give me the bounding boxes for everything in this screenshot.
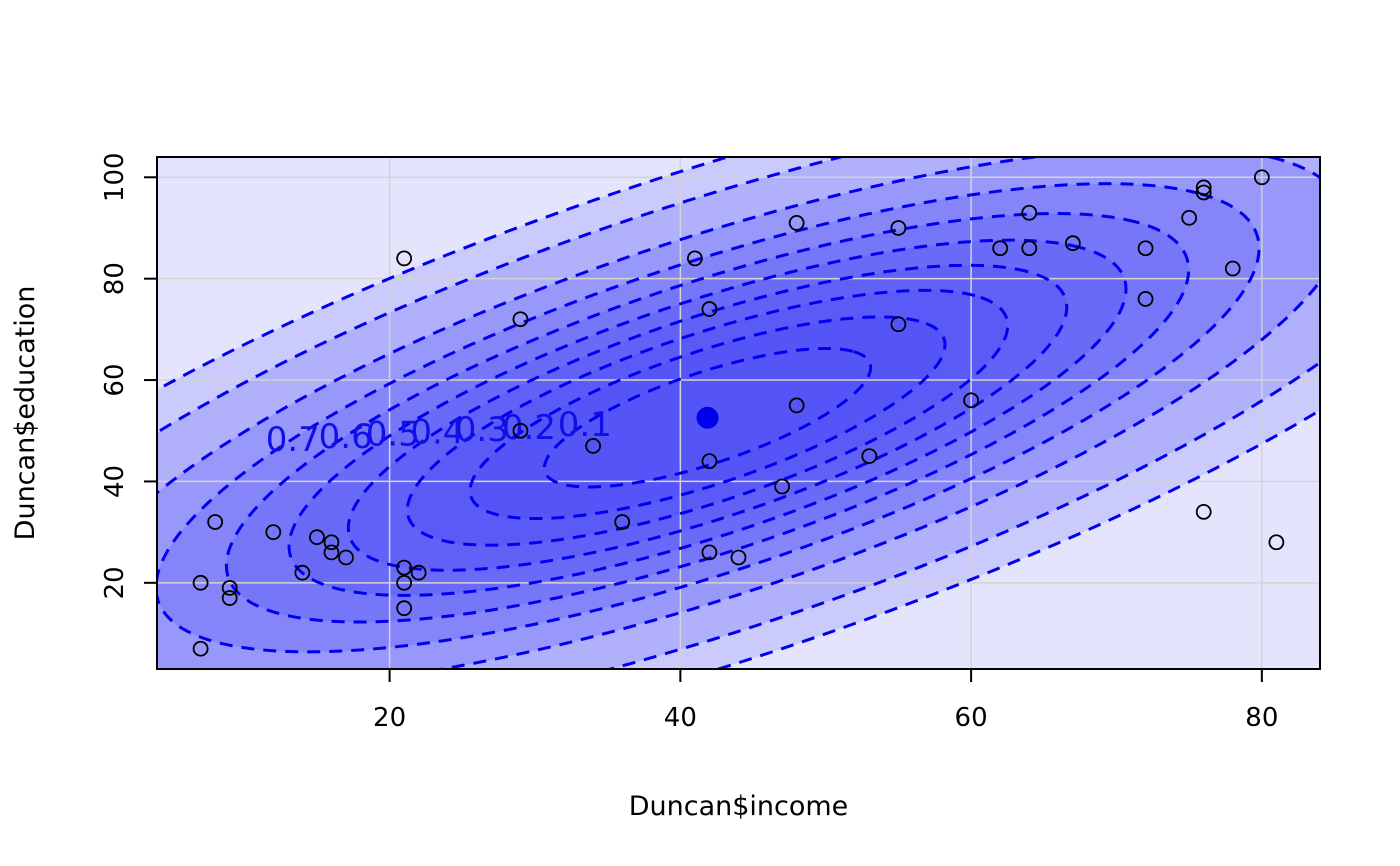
scatter-point [1181, 209, 1198, 226]
scatter-point [788, 215, 805, 231]
contour-line-0.5 [287, 238, 1128, 597]
scatter-point [1195, 179, 1212, 196]
contour-line-0.4 [346, 263, 1069, 572]
scatter-point [701, 453, 718, 470]
scatter-point [1137, 291, 1154, 307]
scatter-point [396, 250, 413, 267]
contour-line-0.7 [157, 182, 1261, 654]
scatter-point [192, 640, 209, 657]
scatter-point [512, 422, 529, 439]
scatter-point [396, 574, 413, 591]
scatter-point [963, 392, 979, 409]
scatter-point [1224, 260, 1241, 277]
scatter-point [701, 301, 718, 317]
scatter-point [192, 574, 209, 591]
scatter-point [730, 549, 747, 566]
scatter-point [890, 316, 907, 333]
mean-point [696, 406, 719, 429]
scatter-point [323, 534, 340, 551]
scatter-point [1021, 204, 1038, 221]
scatter-point [890, 220, 907, 236]
scatter-point [265, 524, 282, 541]
contour-label-0.4: 0.4 [410, 412, 464, 452]
contour-label-0.1: 0.1 [558, 405, 612, 445]
x-axis: 20 40 60 80 [373, 669, 1278, 733]
y-axis: 20 40 60 80 100 [100, 152, 157, 599]
scatter-point [309, 529, 325, 546]
contour-label-layer: 0.10.20.30.40.50.60.7 [266, 405, 612, 460]
y-tick-label: 100 [100, 152, 130, 202]
contour-label-0.5: 0.5 [366, 415, 420, 455]
x-tick-label: 60 [955, 703, 988, 733]
scatter-point [1253, 169, 1270, 186]
scatter-point [788, 397, 805, 414]
scatter-point [1137, 240, 1154, 257]
scatter-point [221, 590, 238, 606]
scatter-point [338, 549, 354, 566]
scatter-point [686, 250, 703, 267]
scatter-point [396, 559, 413, 576]
plot-frame [156, 156, 1321, 670]
scatter-point [614, 514, 631, 530]
contour-line-0.6 [224, 212, 1191, 624]
scatter-point [701, 544, 718, 561]
scatter-point [1021, 240, 1038, 257]
contour-line-0.9 [157, 157, 1320, 669]
x-tick-label: 40 [664, 703, 697, 733]
scatter-point-layer [192, 169, 1285, 657]
y-tick-label: 40 [100, 465, 130, 498]
x-axis-title: Duncan$income [629, 791, 849, 822]
scatter-point [512, 311, 529, 328]
scatter-point [1195, 184, 1212, 201]
scatter-point [992, 240, 1009, 257]
scatter-point [221, 579, 238, 596]
x-tick-label: 80 [1245, 703, 1278, 733]
scatter-point [1064, 235, 1081, 252]
x-tick-label: 20 [373, 703, 406, 733]
scatter-point [1268, 534, 1285, 551]
grid-layer [157, 157, 1320, 669]
scatter-point [410, 564, 427, 581]
scatter-point [861, 448, 878, 464]
scatter-point [294, 564, 311, 581]
contour-line-0.2 [468, 315, 947, 521]
contour-line-0.1 [542, 347, 873, 489]
scatter-point [1195, 503, 1212, 520]
scatter-point [585, 438, 602, 454]
contour-label-0.6: 0.6 [319, 417, 373, 457]
y-tick-label: 60 [100, 364, 130, 397]
y-tick-label: 20 [100, 566, 130, 599]
contour-label-0.2: 0.2 [502, 408, 556, 448]
contour-label-0.7: 0.7 [266, 420, 320, 460]
scatter-point [396, 600, 413, 617]
scatter-point [323, 544, 340, 561]
scatter-point [207, 514, 224, 530]
contour-line-layer [157, 157, 1320, 669]
y-tick-label: 80 [100, 262, 130, 295]
scatter-point [774, 478, 791, 495]
contour-label-0.3: 0.3 [455, 410, 509, 450]
y-axis-title: Duncan$education [10, 286, 41, 541]
